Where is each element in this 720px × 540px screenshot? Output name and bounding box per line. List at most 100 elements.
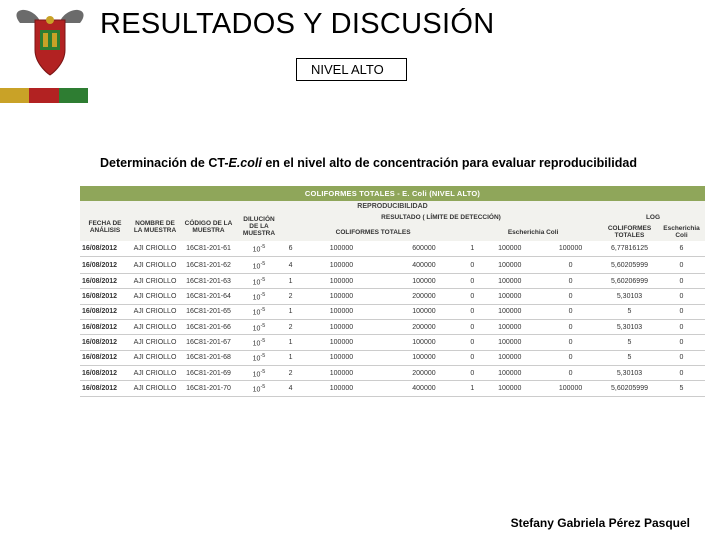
- band-red: [29, 88, 58, 103]
- table-cell: 0: [658, 304, 705, 319]
- table-cell: 100000: [479, 366, 540, 381]
- table-cell: 100000: [479, 304, 540, 319]
- table-cell: 100000: [300, 289, 382, 304]
- subtitle-post: en el nivel alto de concentración para e…: [262, 156, 637, 170]
- th-nombre: NOMBRE DE LA MUESTRA: [130, 212, 180, 241]
- table-cell: 0: [658, 320, 705, 335]
- table-cell: 100000: [300, 241, 382, 256]
- table-row: 16/08/2012AJI CRIOLLO16C81-201-6210-5410…: [80, 259, 705, 274]
- table-body: 16/08/2012AJI CRIOLLO16C81-201-6110-5610…: [80, 241, 705, 396]
- table-cell: 16/08/2012: [80, 335, 130, 350]
- table-cell: 100000: [479, 320, 540, 335]
- table-cell: 10-5: [237, 366, 281, 381]
- table-cell: 100000: [300, 335, 382, 350]
- table-cell: 0: [465, 274, 479, 289]
- table-cell: 0: [465, 289, 479, 304]
- table-cell: 16C81-201-65: [180, 304, 237, 319]
- crest-logo: [10, 5, 90, 85]
- table-cell: 100000: [300, 259, 382, 274]
- table-cell: 100000: [300, 304, 382, 319]
- table-cell: 6: [281, 241, 300, 256]
- table-row: 16/08/2012AJI CRIOLLO16C81-201-6410-5210…: [80, 289, 705, 304]
- table-cell: 0: [465, 304, 479, 319]
- table-cell: 16/08/2012: [80, 366, 130, 381]
- table-cell: 16C81-201-62: [180, 259, 237, 274]
- table-cell: 100000: [479, 381, 540, 396]
- table-cell: 0: [540, 259, 601, 274]
- th-ct: COLIFORMES TOTALES: [281, 223, 465, 241]
- table-cell: 10-5: [237, 381, 281, 396]
- table-cell: 0: [465, 366, 479, 381]
- table-cell: 400000: [383, 381, 466, 396]
- table-cell: 100000: [540, 381, 601, 396]
- table-cell: 2: [281, 320, 300, 335]
- table-cell: 100000: [479, 241, 540, 256]
- table-cell: 100000: [300, 320, 382, 335]
- slide-title: RESULTADOS Y DISCUSIÓN: [100, 8, 494, 41]
- slide-subtitle: Determinación de CT-E.coli en el nivel a…: [100, 156, 637, 170]
- table-cell: AJI CRIOLLO: [130, 320, 180, 335]
- table-cell: 0: [658, 289, 705, 304]
- table-row: 16/08/2012AJI CRIOLLO16C81-201-6610-5210…: [80, 320, 705, 335]
- table-title-green: COLIFORMES TOTALES - E. Coli (NIVEL ALTO…: [80, 186, 705, 201]
- th-resultado-group: RESULTADO ( LÍMITE DE DETECCIÓN): [281, 212, 601, 223]
- table-cell: 100000: [383, 274, 466, 289]
- th-log-ec: Escherichia Coli: [658, 223, 705, 241]
- table-cell: 0: [540, 320, 601, 335]
- table-cell: 1: [281, 274, 300, 289]
- table-cell: 0: [465, 320, 479, 335]
- table-cell: 2: [281, 289, 300, 304]
- table-cell: 2: [281, 366, 300, 381]
- table-cell: 100000: [479, 289, 540, 304]
- table-cell: 0: [540, 335, 601, 350]
- table-cell: 0: [465, 335, 479, 350]
- table-cell: 100000: [479, 274, 540, 289]
- table-cell: 0: [540, 274, 601, 289]
- table-row: 16/08/2012AJI CRIOLLO16C81-201-6110-5610…: [80, 241, 705, 256]
- table-cell: 10-5: [237, 335, 281, 350]
- table-cell: 5: [601, 304, 658, 319]
- table-cell: 10-5: [237, 274, 281, 289]
- table-cell: 16/08/2012: [80, 274, 130, 289]
- th-fecha: FECHA DE ANÁLISIS: [80, 212, 130, 241]
- table-cell: 5,30103: [601, 366, 658, 381]
- table-cell: 0: [540, 289, 601, 304]
- table-cell: 100000: [540, 241, 601, 256]
- table-cell: 0: [540, 350, 601, 365]
- table-cell: 10-5: [237, 320, 281, 335]
- table-cell: 1: [281, 335, 300, 350]
- th-ec: Escherichia Coli: [465, 223, 601, 241]
- table-cell: 6,77816125: [601, 241, 658, 256]
- table-cell: 16/08/2012: [80, 320, 130, 335]
- table-cell: AJI CRIOLLO: [130, 381, 180, 396]
- table-cell: 100000: [383, 350, 466, 365]
- table-cell: 10-5: [237, 289, 281, 304]
- table-cell: 1: [281, 350, 300, 365]
- th-log-group: LOG: [601, 212, 705, 223]
- table-cell: 0: [658, 366, 705, 381]
- table-cell: 100000: [383, 335, 466, 350]
- table-cell: 16C81-201-68: [180, 350, 237, 365]
- table-cell: 16/08/2012: [80, 259, 130, 274]
- table-cell: 100000: [479, 350, 540, 365]
- table-cell: AJI CRIOLLO: [130, 335, 180, 350]
- table-row: 16/08/2012AJI CRIOLLO16C81-201-6810-5110…: [80, 350, 705, 365]
- table-cell: 0: [465, 350, 479, 365]
- table-cell: 6: [658, 241, 705, 256]
- table-cell: 100000: [383, 304, 466, 319]
- table-cell: 1: [281, 304, 300, 319]
- table-row: 16/08/2012AJI CRIOLLO16C81-201-6310-5110…: [80, 274, 705, 289]
- table-cell: 1: [465, 241, 479, 256]
- band-gold: [0, 88, 29, 103]
- table-cell: 0: [658, 335, 705, 350]
- table-cell: 10-5: [237, 241, 281, 256]
- table-cell: 400000: [383, 259, 466, 274]
- table-cell: 16C81-201-64: [180, 289, 237, 304]
- table-cell: 16C81-201-67: [180, 335, 237, 350]
- table-cell: 5,30103: [601, 320, 658, 335]
- table-cell: 5,60205999: [601, 381, 658, 396]
- table-cell: 5: [601, 335, 658, 350]
- table-cell: 0: [540, 304, 601, 319]
- table-cell: AJI CRIOLLO: [130, 259, 180, 274]
- table-cell: AJI CRIOLLO: [130, 350, 180, 365]
